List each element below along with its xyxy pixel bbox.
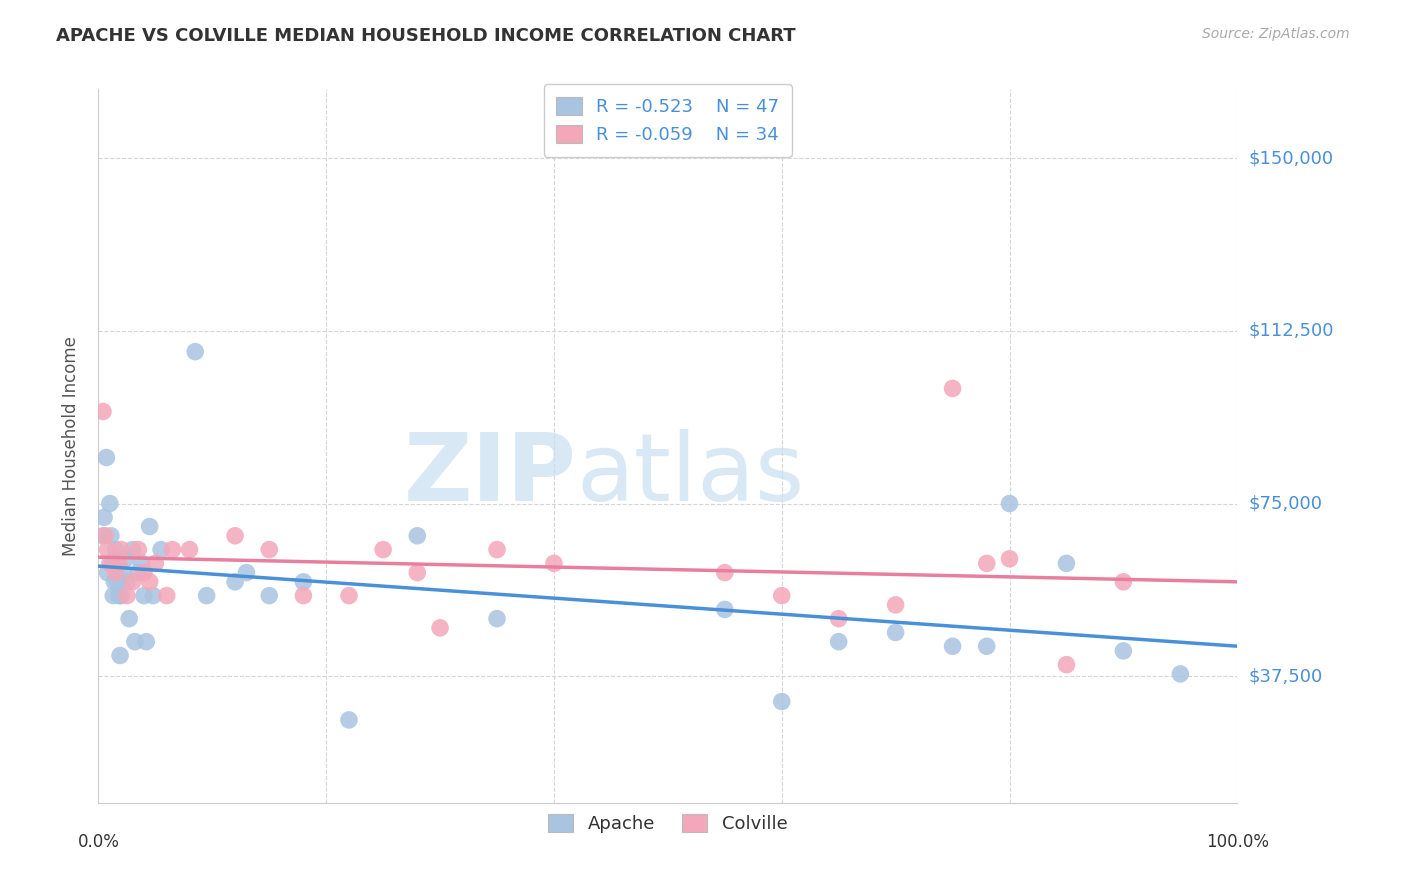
Point: [131, 557, 153, 571]
Point: [371, 542, 394, 557]
Point: [108, 589, 131, 603]
Point: [224, 529, 246, 543]
Point: [98, 497, 121, 511]
Point: [132, 566, 155, 580]
Point: [108, 648, 131, 663]
Point: [93, 510, 115, 524]
Point: [115, 574, 138, 589]
Point: [127, 566, 149, 580]
Point: [292, 574, 315, 589]
Point: [714, 602, 737, 616]
Point: [96, 566, 118, 580]
Point: [115, 589, 138, 603]
Point: [337, 713, 360, 727]
Text: 100.0%: 100.0%: [1206, 833, 1268, 851]
Y-axis label: Median Household Income: Median Household Income: [62, 336, 80, 556]
Point: [118, 612, 141, 626]
Point: [884, 625, 907, 640]
Point: [135, 634, 157, 648]
Point: [104, 542, 127, 557]
Point: [224, 574, 246, 589]
Point: [103, 574, 125, 589]
Point: [96, 450, 118, 465]
Text: 0.0%: 0.0%: [77, 833, 120, 851]
Point: [714, 566, 737, 580]
Point: [91, 529, 114, 543]
Point: [100, 529, 122, 543]
Point: [828, 634, 851, 648]
Point: [998, 551, 1021, 566]
Text: $37,500: $37,500: [1249, 667, 1323, 685]
Text: APACHE VS COLVILLE MEDIAN HOUSEHOLD INCOME CORRELATION CHART: APACHE VS COLVILLE MEDIAN HOUSEHOLD INCO…: [56, 27, 796, 45]
Point: [156, 589, 179, 603]
Point: [770, 694, 793, 708]
Legend: Apache, Colville: Apache, Colville: [537, 803, 799, 844]
Point: [110, 589, 132, 603]
Point: [259, 589, 281, 603]
Point: [107, 574, 129, 589]
Point: [103, 589, 125, 603]
Point: [1054, 557, 1078, 571]
Point: [104, 566, 127, 580]
Point: [150, 542, 173, 557]
Point: [406, 566, 429, 580]
Point: [91, 404, 114, 418]
Point: [127, 542, 149, 557]
Point: [942, 381, 965, 395]
Point: [138, 519, 160, 533]
Point: [179, 542, 201, 557]
Text: $75,000: $75,000: [1249, 494, 1323, 513]
Point: [110, 542, 132, 557]
Point: [98, 557, 121, 571]
Point: [337, 589, 360, 603]
Point: [486, 542, 509, 557]
Point: [1054, 657, 1078, 672]
Point: [1170, 666, 1192, 681]
Point: [998, 497, 1021, 511]
Text: Source: ZipAtlas.com: Source: ZipAtlas.com: [1202, 27, 1350, 41]
Point: [105, 551, 128, 566]
Point: [976, 557, 998, 571]
Point: [429, 621, 451, 635]
Point: [101, 557, 124, 571]
Text: $112,500: $112,500: [1249, 322, 1334, 340]
Point: [112, 566, 135, 580]
Point: [121, 574, 143, 589]
Point: [942, 640, 965, 654]
Point: [828, 612, 851, 626]
Point: [976, 640, 998, 654]
Point: [145, 557, 167, 571]
Point: [132, 589, 155, 603]
Point: [138, 574, 160, 589]
Text: ZIP: ZIP: [404, 428, 576, 521]
Point: [162, 542, 184, 557]
Point: [543, 557, 565, 571]
Point: [108, 557, 131, 571]
Point: [486, 612, 509, 626]
Point: [184, 344, 207, 359]
Point: [1112, 644, 1135, 658]
Point: [292, 589, 315, 603]
Point: [770, 589, 793, 603]
Point: [114, 551, 136, 566]
Point: [96, 542, 118, 557]
Point: [121, 542, 143, 557]
Point: [142, 589, 165, 603]
Text: atlas: atlas: [576, 428, 806, 521]
Point: [884, 598, 907, 612]
Point: [406, 529, 429, 543]
Point: [259, 542, 281, 557]
Point: [94, 529, 117, 543]
Text: $150,000: $150,000: [1249, 149, 1333, 168]
Point: [235, 566, 257, 580]
Point: [124, 634, 146, 648]
Point: [1112, 574, 1135, 589]
Point: [195, 589, 218, 603]
